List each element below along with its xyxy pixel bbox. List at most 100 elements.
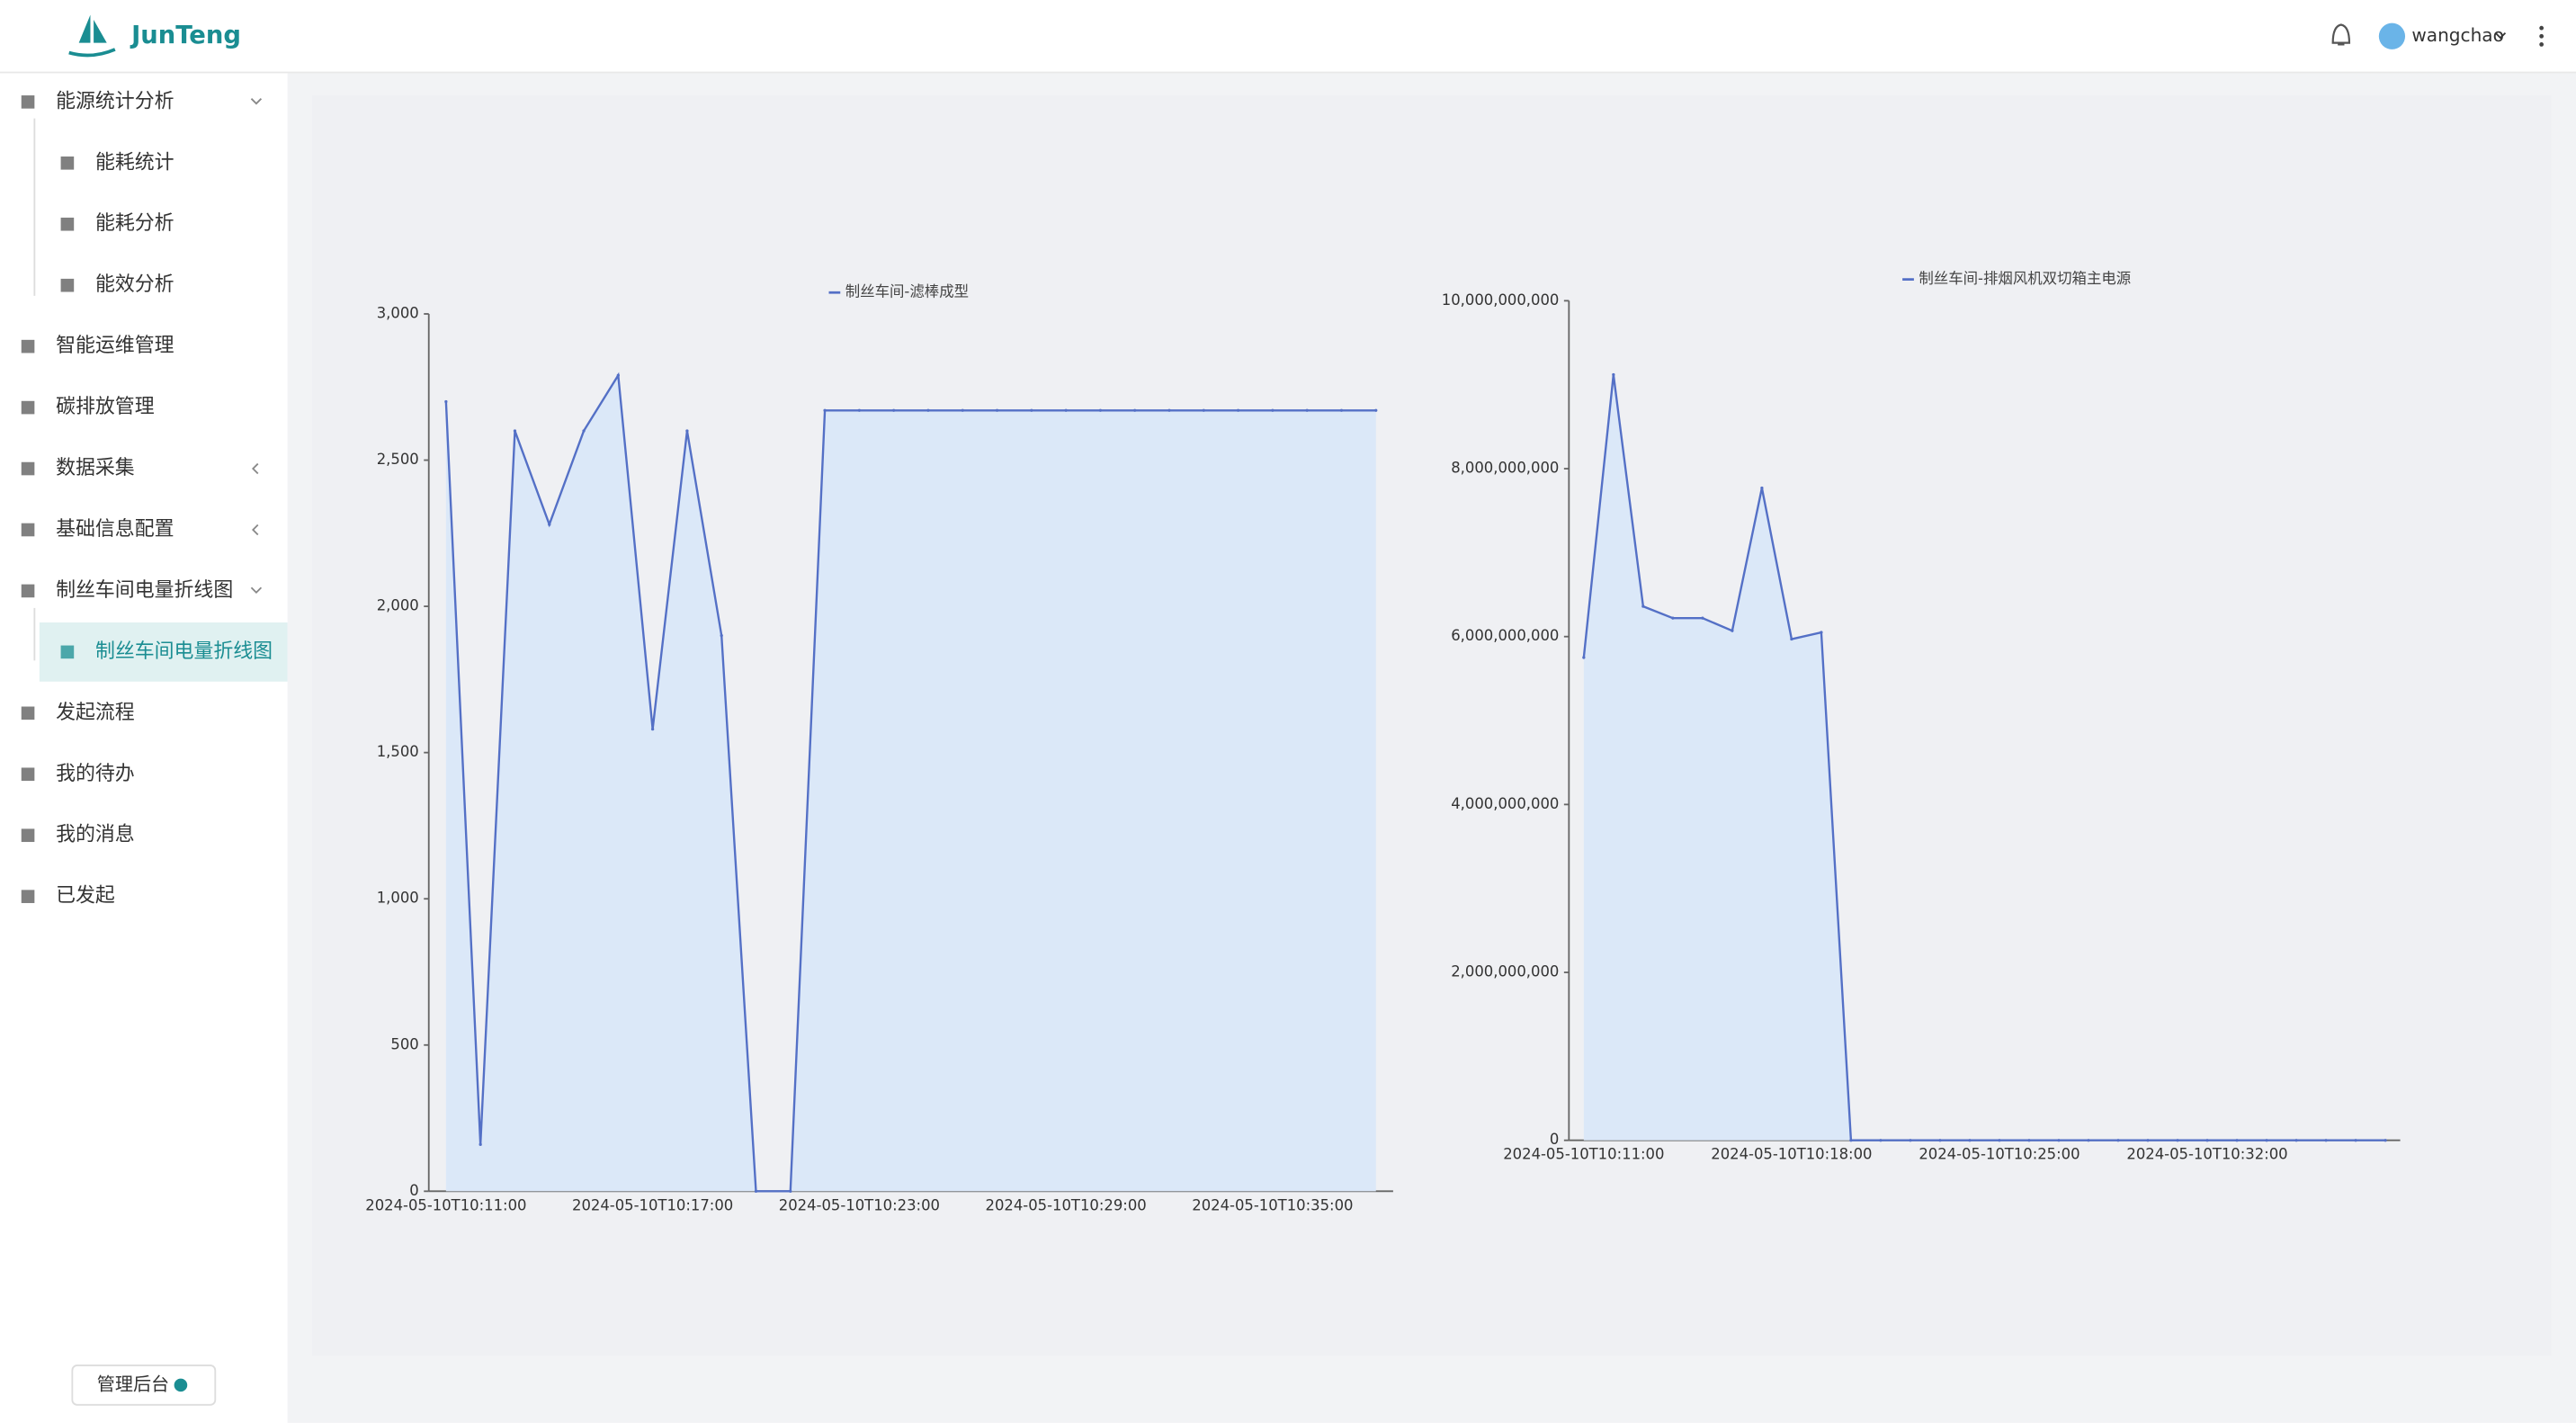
- y-tick-label: 1,500: [377, 743, 419, 760]
- point: [582, 429, 586, 433]
- menu-item[interactable]: 智能运维管理: [56, 335, 174, 357]
- point: [513, 429, 517, 433]
- menu-item[interactable]: 能效分析: [95, 273, 174, 296]
- point: [961, 408, 964, 412]
- x-tick-label: 2024-05-10T10:25:00: [1919, 1146, 2080, 1163]
- brand: JunTeng: [130, 22, 241, 49]
- y-tick-label: 2,500: [377, 451, 419, 468]
- area: [1583, 374, 2386, 1141]
- point: [1820, 631, 1823, 634]
- point: [2205, 1139, 2209, 1142]
- admin-button-label[interactable]: 管理后台: [97, 1373, 169, 1394]
- menu-icon[interactable]: [21, 828, 35, 843]
- menu-item[interactable]: 我的待办: [56, 763, 135, 785]
- logo: [68, 14, 116, 58]
- legend-label[interactable]: 制丝车间-排烟风机双切箱主电源: [1919, 270, 2131, 287]
- point: [479, 1142, 482, 1146]
- menu-item[interactable]: 基础信息配置: [56, 518, 174, 541]
- menu-item[interactable]: 已发起: [56, 885, 115, 908]
- point: [1612, 372, 1615, 377]
- menu-item[interactable]: 碳排放管理: [56, 396, 155, 418]
- y-tick-label: 8,000,000,000: [1451, 460, 1559, 477]
- x-tick-label: 2024-05-10T10:11:00: [365, 1196, 526, 1213]
- point: [1236, 408, 1240, 412]
- point: [2027, 1139, 2031, 1142]
- point: [1098, 408, 1103, 412]
- x-tick-label: 2024-05-10T10:11:00: [1503, 1146, 1664, 1163]
- menu-item[interactable]: 能源统计分析: [56, 90, 174, 112]
- menu-icon[interactable]: [21, 584, 35, 598]
- point: [1271, 408, 1275, 412]
- menu-icon[interactable]: [60, 217, 75, 231]
- menu-item[interactable]: 数据采集: [56, 457, 135, 479]
- point: [1064, 408, 1068, 412]
- chevron-left[interactable]: [251, 524, 259, 536]
- point: [1030, 408, 1033, 412]
- user-chevron[interactable]: [2494, 31, 2507, 40]
- point: [1202, 408, 1205, 412]
- point: [2057, 1139, 2061, 1142]
- point: [685, 429, 689, 433]
- point: [548, 523, 551, 526]
- point: [1701, 616, 1704, 620]
- point: [2294, 1139, 2298, 1142]
- point: [1879, 1139, 1883, 1142]
- menu-icon[interactable]: [21, 890, 35, 903]
- chevron-down[interactable]: [250, 98, 263, 105]
- more-icon[interactable]: [2539, 25, 2545, 47]
- admin-button-icon[interactable]: [174, 1378, 188, 1392]
- menu-item[interactable]: 我的消息: [56, 824, 135, 846]
- point: [616, 373, 620, 377]
- user-name[interactable]: wangchao: [2411, 24, 2504, 46]
- menu-active-bg[interactable]: [39, 622, 288, 682]
- menu-item[interactable]: 制丝车间电量折线图: [56, 579, 233, 602]
- point: [1641, 604, 1645, 608]
- point: [2324, 1139, 2328, 1142]
- menu-icon[interactable]: [21, 461, 35, 476]
- point: [2116, 1139, 2120, 1142]
- menu-item[interactable]: 能耗分析: [95, 212, 174, 235]
- admin-button[interactable]: [71, 1365, 217, 1406]
- menu-icon[interactable]: [60, 645, 75, 659]
- point: [1998, 1139, 2001, 1142]
- menu-icon[interactable]: [21, 523, 35, 537]
- menu-item[interactable]: 制丝车间电量折线图: [95, 640, 273, 663]
- point: [1790, 637, 1793, 641]
- menu-icon[interactable]: [21, 339, 35, 354]
- area: [445, 375, 1376, 1192]
- point: [926, 408, 930, 412]
- point: [789, 1189, 792, 1193]
- point: [650, 728, 655, 731]
- x-tick-label: 2024-05-10T10:18:00: [1711, 1146, 1872, 1163]
- bell-icon[interactable]: [2331, 23, 2351, 46]
- point: [1133, 408, 1137, 412]
- legend-label[interactable]: 制丝车间-滤棒成型: [845, 283, 969, 300]
- avatar[interactable]: [2378, 22, 2406, 49]
- chevron-down[interactable]: [250, 586, 263, 595]
- menu-icon[interactable]: [21, 706, 35, 720]
- point: [2265, 1139, 2268, 1142]
- x-tick-label: 2024-05-10T10:35:00: [1192, 1196, 1353, 1213]
- chevron-left[interactable]: [251, 462, 259, 475]
- point: [1909, 1139, 1912, 1142]
- menu-item[interactable]: 能耗统计: [95, 151, 174, 174]
- y-tick-label: 10,000,000,000: [1442, 291, 1560, 309]
- x-tick-label: 2024-05-10T10:32:00: [2126, 1146, 2287, 1163]
- menu-icon[interactable]: [21, 95, 35, 109]
- point: [2176, 1139, 2179, 1142]
- menu-item[interactable]: 发起流程: [56, 702, 135, 724]
- point: [857, 408, 862, 412]
- y-tick-label: 0: [1550, 1131, 1559, 1148]
- menu-icon[interactable]: [21, 767, 35, 782]
- point: [1167, 408, 1171, 412]
- menu-icon[interactable]: [60, 278, 75, 292]
- point: [1339, 408, 1344, 412]
- menu-icon[interactable]: [60, 156, 75, 170]
- point: [1671, 616, 1675, 620]
- point: [1374, 408, 1378, 412]
- menu-icon[interactable]: [21, 400, 35, 415]
- x-tick-label: 2024-05-10T10:29:00: [986, 1196, 1147, 1213]
- line: [444, 371, 1376, 1193]
- point: [720, 633, 723, 638]
